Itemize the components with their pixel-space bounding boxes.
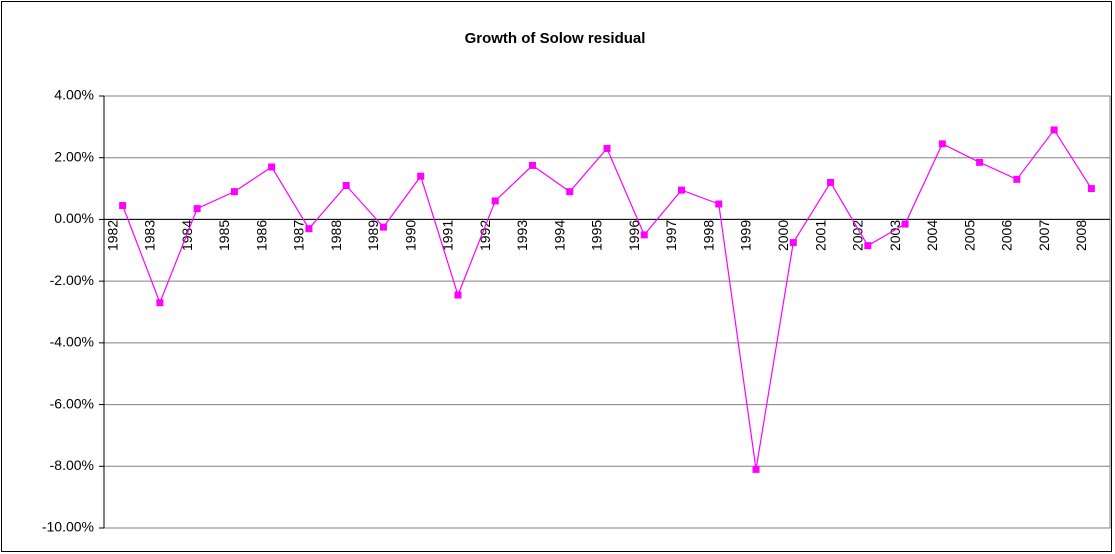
x-tick-label: 2001 [812, 220, 828, 251]
marker [156, 299, 164, 307]
y-tick-label: -6.00% [50, 395, 94, 411]
chart-title: Growth of Solow residual [465, 30, 646, 47]
y-tick-label: 4.00% [54, 87, 94, 103]
x-tick-label: 1987 [291, 220, 307, 251]
x-tick-label: 2005 [961, 220, 977, 251]
x-tick-label: 2007 [1036, 220, 1052, 251]
marker [528, 161, 536, 169]
marker [193, 205, 201, 213]
x-tick-label: 1993 [514, 220, 530, 251]
x-tick-label: 2003 [887, 220, 903, 251]
x-tick-label: 1985 [216, 220, 232, 251]
x-tick-label: 1998 [700, 220, 716, 251]
marker [715, 200, 723, 208]
marker [901, 220, 909, 228]
marker [603, 144, 611, 152]
marker [864, 242, 872, 250]
marker [640, 231, 648, 239]
x-tick-label: 2002 [850, 220, 866, 251]
y-tick-label: 0.00% [54, 210, 94, 226]
marker [454, 291, 462, 299]
x-tick-label: 1994 [551, 220, 567, 251]
x-tick-label: 1983 [142, 220, 158, 251]
x-tick-label: 1999 [738, 220, 754, 251]
x-tick-label: 1986 [253, 220, 269, 251]
x-tick-label: 1992 [477, 220, 493, 251]
marker [268, 163, 276, 171]
marker [119, 202, 127, 210]
y-tick-label: -8.00% [50, 457, 94, 473]
y-tick-label: -2.00% [50, 272, 94, 288]
marker [417, 172, 425, 180]
marker [752, 465, 760, 473]
marker [827, 178, 835, 186]
x-tick-label: 2004 [924, 220, 940, 251]
x-tick-label: 1996 [626, 220, 642, 251]
x-tick-label: 1988 [328, 220, 344, 251]
y-tick-label: 2.00% [54, 148, 94, 164]
x-tick-label: 1997 [663, 220, 679, 251]
marker [566, 188, 574, 196]
x-tick-label: 2008 [1073, 220, 1089, 251]
y-tick-label: -10.00% [42, 519, 94, 535]
x-tick-label: 1990 [402, 220, 418, 251]
x-tick-label: 1982 [104, 220, 120, 251]
marker [379, 223, 387, 231]
x-tick-label: 1989 [365, 220, 381, 251]
x-tick-label: 1991 [440, 220, 456, 251]
x-tick-label: 1995 [589, 220, 605, 251]
marker [1013, 175, 1021, 183]
x-tick-label: 2006 [999, 220, 1015, 251]
marker [1087, 185, 1095, 193]
marker [305, 225, 313, 233]
marker [789, 239, 797, 247]
marker [230, 188, 238, 196]
marker [678, 186, 686, 194]
marker [491, 197, 499, 205]
y-tick-label: -4.00% [50, 334, 94, 350]
marker [1050, 126, 1058, 134]
marker [938, 140, 946, 148]
marker [342, 181, 350, 189]
x-tick-label: 2000 [775, 220, 791, 251]
marker [976, 158, 984, 166]
